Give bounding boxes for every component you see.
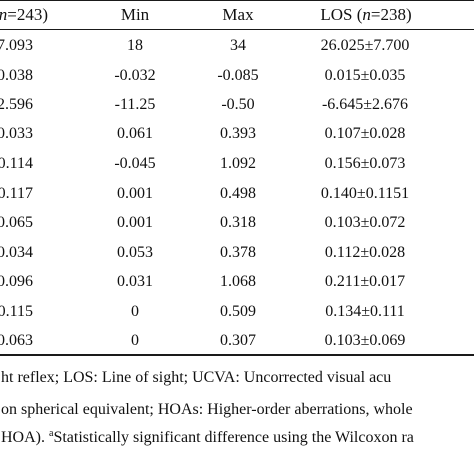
row-1-max: -0.085 [217, 67, 259, 84]
row-7-los: 0.112±0.028 [324, 244, 406, 261]
row-8-los: 0.211±0.017 [324, 273, 406, 290]
row-4-los: 0.156±0.073 [324, 155, 406, 172]
footnote-marker-a: a [49, 428, 54, 439]
row-5-los: 0.140±0.1151 [320, 185, 410, 202]
row-3-max: 0.393 [220, 125, 256, 142]
row-4-col1: 0.114 [0, 155, 33, 172]
row-0-min: 18 [127, 37, 143, 54]
row-1-col1: 0.038 [0, 67, 33, 84]
row-6-max: 0.318 [220, 214, 256, 231]
row-9-col1: 0.115 [0, 303, 33, 320]
footnote-line-2: on spherical equivalent; HOAs: Higher-or… [1, 401, 413, 418]
row-2-los: -6.645±2.676 [321, 96, 409, 113]
row-10-min: 0 [131, 332, 139, 349]
row-5-max: 0.498 [220, 185, 256, 202]
row-5-col1: 0.117 [0, 185, 33, 202]
footnote-line-1: ht reflex; LOS: Line of sight; UCVA: Unc… [1, 369, 392, 386]
row-4-min: -0.045 [114, 155, 156, 172]
row-1-los: 0.015±0.035 [324, 67, 406, 84]
row-8-max: 1.068 [220, 273, 256, 290]
row-8-col1: 0.096 [0, 273, 33, 290]
row-0-max: 34 [230, 37, 246, 54]
row-6-col1: 0.065 [0, 214, 33, 231]
row-10-los: 0.103±0.069 [324, 332, 406, 349]
header-los: LOS (n=238) [320, 5, 412, 24]
table-bottom-rule [0, 354, 474, 356]
row-7-min: 0.053 [117, 244, 153, 261]
row-3-los: 0.107±0.028 [324, 125, 406, 142]
row-2-min: -11.25 [114, 96, 156, 113]
row-0-los: 26.025±7.700 [320, 37, 410, 54]
footnote-line-3: HOA). aStatistically significant differe… [1, 428, 414, 446]
row-9-max: 0.509 [220, 303, 256, 320]
row-9-min: 0 [131, 303, 139, 320]
row-7-col1: 0.034 [0, 244, 33, 261]
row-2-max: -0.50 [221, 96, 255, 113]
header-max: Max [222, 5, 254, 24]
row-10-col1: 0.063 [0, 332, 33, 349]
table-top-rule [0, 0, 474, 1]
row-2-col1: 2.596 [0, 96, 33, 113]
header-rule [0, 29, 474, 30]
row-3-col1: 0.033 [0, 125, 33, 142]
header-col1: (n=243) [0, 5, 48, 24]
row-8-min: 0.031 [117, 273, 153, 290]
row-9-los: 0.134±0.111 [325, 303, 405, 320]
row-6-min: 0.001 [117, 214, 153, 231]
row-1-min: -0.032 [114, 67, 156, 84]
header-min: Min [120, 5, 150, 24]
row-4-max: 1.092 [220, 155, 256, 172]
row-5-min: 0.001 [117, 185, 153, 202]
row-0-col1: 7.093 [0, 37, 33, 54]
row-3-min: 0.061 [117, 125, 153, 142]
row-6-los: 0.103±0.072 [324, 214, 406, 231]
row-7-max: 0.378 [220, 244, 256, 261]
row-10-max: 0.307 [220, 332, 256, 349]
